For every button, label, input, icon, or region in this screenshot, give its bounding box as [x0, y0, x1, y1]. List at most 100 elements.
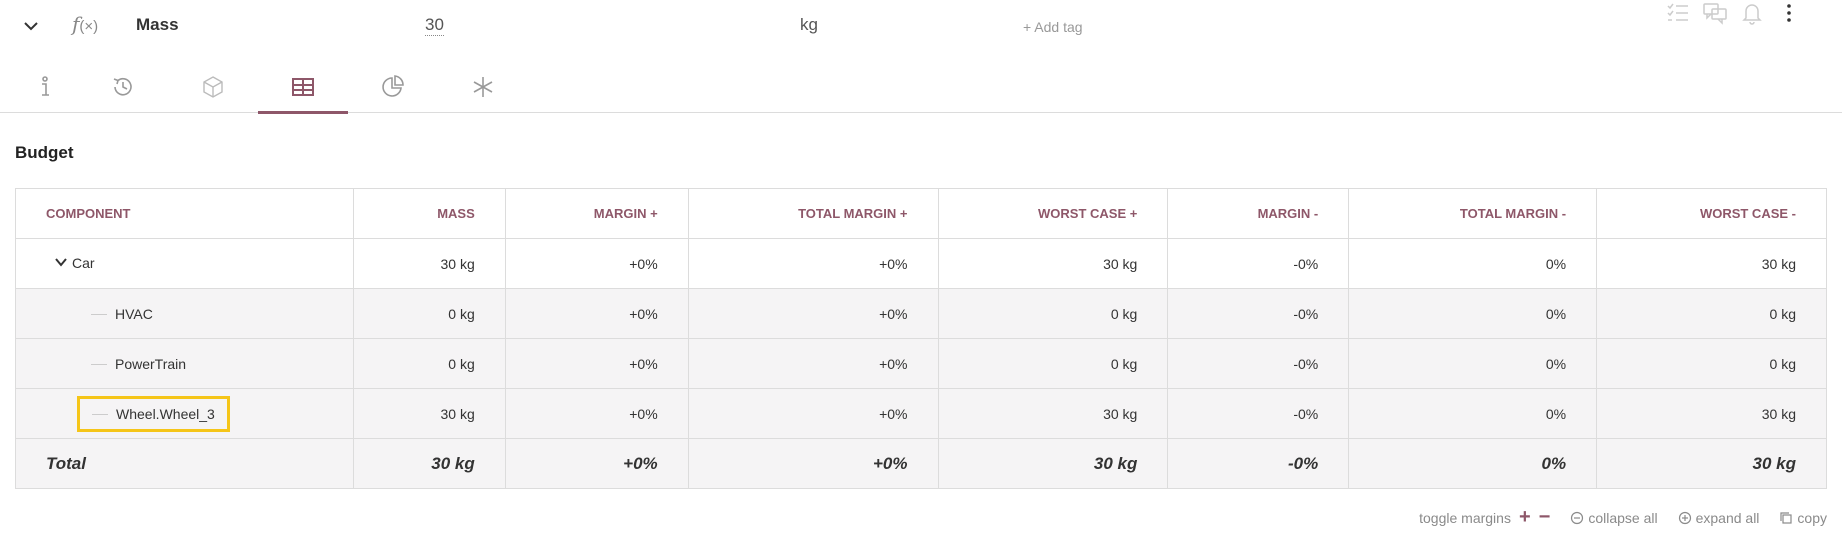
- history-icon: [113, 77, 132, 96]
- parameter-name: Mass: [136, 15, 179, 34]
- table-cell: 0%: [1348, 288, 1598, 339]
- total-cell: +0%: [504, 438, 689, 489]
- hide-margins-button[interactable]: −: [1538, 506, 1551, 528]
- total-label: Total: [15, 438, 354, 489]
- table-icon: [292, 77, 314, 96]
- component-cell: PowerTrain: [15, 338, 354, 389]
- table-cell: +0%: [504, 238, 689, 289]
- table-footer: toggle margins + − collapse all expand a…: [1399, 506, 1827, 529]
- table-cell: 0%: [1348, 238, 1598, 289]
- component-cell: HVAC: [15, 288, 354, 339]
- table-cell: 0 kg: [1596, 338, 1827, 389]
- parameter-value[interactable]: 30: [425, 15, 444, 36]
- table-row[interactable]: HVAC 0 kg +0% +0% 0 kg -0% 0% 0 kg: [15, 288, 1827, 339]
- table-cell: 30 kg: [937, 238, 1169, 289]
- table-cell: -0%: [1167, 288, 1350, 339]
- table-cell: 30 kg: [352, 388, 506, 439]
- function-icon[interactable]: f(×): [72, 12, 99, 36]
- table-cell: +0%: [687, 338, 939, 389]
- table-cell: +0%: [687, 388, 939, 439]
- component-cell: Car: [15, 238, 354, 289]
- copy-label: copy: [1797, 509, 1827, 526]
- column-header[interactable]: MARGIN -: [1167, 188, 1350, 239]
- collapse-all-button[interactable]: collapse all: [1570, 509, 1658, 526]
- column-header[interactable]: TOTAL MARGIN -: [1348, 188, 1598, 239]
- table-cell: 0 kg: [937, 288, 1169, 339]
- budget-table: COMPONENT MASS MARGIN + TOTAL MARGIN + W…: [15, 188, 1827, 489]
- expand-all-label: expand all: [1695, 509, 1760, 526]
- tab-history[interactable]: [78, 62, 168, 112]
- table-cell: 30 kg: [1596, 388, 1827, 439]
- asterisk-icon: [473, 77, 493, 97]
- table-cell: -0%: [1167, 338, 1350, 389]
- table-cell: 0 kg: [1596, 288, 1827, 339]
- pie-chart-icon: [382, 75, 404, 97]
- total-cell: 0%: [1348, 438, 1598, 489]
- expand-all-button[interactable]: expand all: [1678, 509, 1760, 526]
- collapse-all-label: collapse all: [1588, 509, 1658, 526]
- chevron-down-icon[interactable]: [22, 17, 40, 35]
- model-icon: [203, 76, 223, 98]
- tab-chart[interactable]: [348, 62, 438, 112]
- add-tag-button[interactable]: + Add tag: [1023, 19, 1083, 35]
- table-cell: -0%: [1167, 238, 1350, 289]
- toggle-margins-label: toggle margins: [1419, 509, 1511, 526]
- table-cell: 0%: [1348, 338, 1598, 389]
- total-cell: +0%: [687, 438, 939, 489]
- tree-connector: [92, 414, 108, 416]
- comments-icon[interactable]: [1702, 0, 1728, 26]
- table-cell: 0 kg: [352, 288, 506, 339]
- component-name: Car: [72, 254, 95, 271]
- total-cell: 30 kg: [937, 438, 1169, 489]
- table-cell: 0%: [1348, 388, 1598, 439]
- table-row[interactable]: Wheel.Wheel_3 30 kg +0% +0% 30 kg -0% 0%…: [15, 388, 1827, 439]
- tree-connector: [91, 314, 107, 316]
- column-header[interactable]: WORST CASE +: [937, 188, 1169, 239]
- component-cell: Wheel.Wheel_3: [15, 388, 354, 439]
- table-cell: +0%: [504, 338, 689, 389]
- table-row[interactable]: PowerTrain 0 kg +0% +0% 0 kg -0% 0% 0 kg: [15, 338, 1827, 389]
- expand-circle-icon: [1678, 511, 1691, 524]
- copy-icon: [1780, 511, 1793, 524]
- table-cell: +0%: [687, 288, 939, 339]
- column-header[interactable]: MASS: [352, 188, 506, 239]
- component-name: HVAC: [115, 305, 153, 322]
- info-icon: [42, 76, 49, 96]
- column-header[interactable]: COMPONENT: [15, 188, 354, 239]
- table-cell: +0%: [504, 388, 689, 439]
- column-header[interactable]: MARGIN +: [504, 188, 689, 239]
- table-header-row: COMPONENT MASS MARGIN + TOTAL MARGIN + W…: [15, 188, 1827, 239]
- copy-button[interactable]: copy: [1779, 510, 1827, 526]
- table-cell: 30 kg: [937, 388, 1169, 439]
- section-title: Budget: [15, 143, 74, 162]
- table-row[interactable]: Car 30 kg +0% +0% 30 kg -0% 0% 30 kg: [15, 238, 1827, 289]
- selected-component-highlight[interactable]: Wheel.Wheel_3: [77, 395, 230, 432]
- more-options-icon[interactable]: [1776, 0, 1802, 26]
- tab-model[interactable]: [168, 62, 258, 112]
- checklist-icon[interactable]: [1665, 0, 1691, 26]
- table-cell: +0%: [687, 238, 939, 289]
- table-cell: +0%: [504, 288, 689, 339]
- tab-info[interactable]: [0, 62, 90, 112]
- show-margins-button[interactable]: +: [1518, 506, 1531, 528]
- collapse-circle-icon: [1571, 511, 1584, 524]
- total-row: Total 30 kg +0% +0% 30 kg -0% 0% 30 kg: [15, 438, 1827, 489]
- total-cell: 30 kg: [1596, 438, 1827, 489]
- component-name: Wheel.Wheel_3: [116, 405, 215, 422]
- table-cell: -0%: [1167, 388, 1350, 439]
- table-cell: 30 kg: [352, 238, 506, 289]
- column-header[interactable]: TOTAL MARGIN +: [687, 188, 939, 239]
- tab-budget-table[interactable]: [258, 62, 348, 114]
- tab-bar: [0, 62, 1842, 114]
- total-cell: 30 kg: [352, 438, 506, 489]
- table-cell: 0 kg: [937, 338, 1169, 389]
- tree-connector: [91, 364, 107, 366]
- component-name: PowerTrain: [115, 355, 187, 372]
- parameter-header: f(×) Mass 30 kg + Add tag: [0, 0, 1842, 55]
- tab-asterisk[interactable]: [438, 62, 528, 112]
- bell-icon[interactable]: [1739, 0, 1765, 26]
- parameter-unit[interactable]: kg: [800, 15, 818, 34]
- chevron-down-icon[interactable]: [54, 255, 68, 272]
- column-header[interactable]: WORST CASE -: [1596, 188, 1827, 239]
- table-cell: 30 kg: [1596, 238, 1827, 289]
